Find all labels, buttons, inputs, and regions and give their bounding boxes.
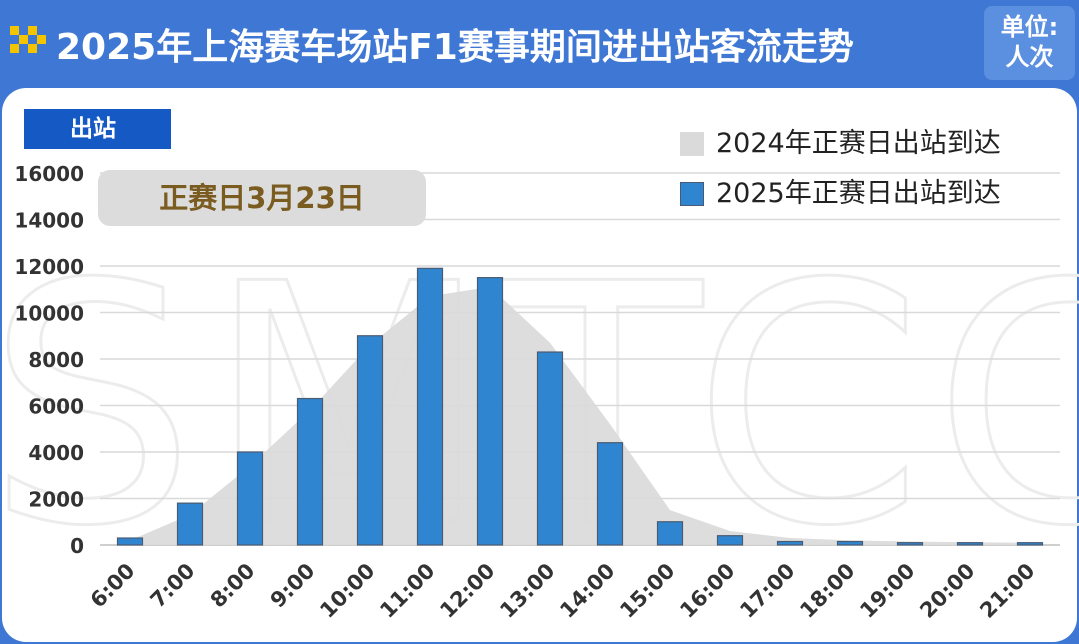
bar-10:00 — [356, 335, 384, 546]
bar-21:00 — [1016, 542, 1044, 546]
y-tick-label-12000: 12000 — [14, 255, 84, 279]
bar-16:00 — [716, 535, 744, 546]
bar-6:00 — [116, 537, 144, 546]
y-tick-label-0: 0 — [70, 534, 84, 558]
y-tick-label-4000: 4000 — [28, 441, 84, 465]
bar-7:00 — [176, 502, 204, 546]
bar-19:00 — [896, 542, 924, 546]
unit-line-2: 人次 — [1005, 43, 1054, 71]
legend-label-2025: 2025年正赛日出站到达 — [716, 178, 1001, 209]
bar-11:00 — [416, 267, 444, 546]
y-tick-label-2000: 2000 — [28, 488, 84, 512]
unit-line-1: 单位: — [1000, 13, 1059, 41]
bar-18:00 — [836, 540, 864, 546]
y-tick-label-6000: 6000 — [28, 395, 84, 419]
bar-15:00 — [656, 521, 684, 546]
checkered-logo-icon — [10, 26, 46, 53]
y-tick-label-8000: 8000 — [28, 348, 84, 372]
bar-14:00 — [596, 442, 624, 546]
page-title: 2025年上海赛车场站F1赛事期间进出站客流走势 — [56, 27, 854, 68]
y-tick-label-16000: 16000 — [14, 162, 84, 186]
y-tick-label-10000: 10000 — [14, 302, 84, 326]
bar-12:00 — [476, 277, 504, 546]
unit-label: 单位: 人次 — [984, 6, 1075, 80]
legend-swatch-2025 — [680, 182, 704, 206]
legend-swatch-2024 — [680, 132, 704, 156]
series-area-2024 — [130, 286, 1030, 545]
header-bar: 2025年上海赛车场站F1赛事期间进出站客流走势 单位: 人次 — [0, 0, 1079, 86]
bar-9:00 — [296, 397, 324, 546]
bar-17:00 — [776, 540, 804, 546]
bar-20:00 — [956, 542, 984, 546]
legend-label-2024: 2024年正赛日出站到达 — [716, 128, 1001, 159]
bar-13:00 — [536, 351, 564, 546]
date-label: 正赛日3月23日 — [98, 170, 426, 226]
bar-8:00 — [236, 451, 264, 546]
direction-tag: 出站 — [24, 109, 171, 149]
y-tick-label-14000: 14000 — [14, 209, 84, 233]
